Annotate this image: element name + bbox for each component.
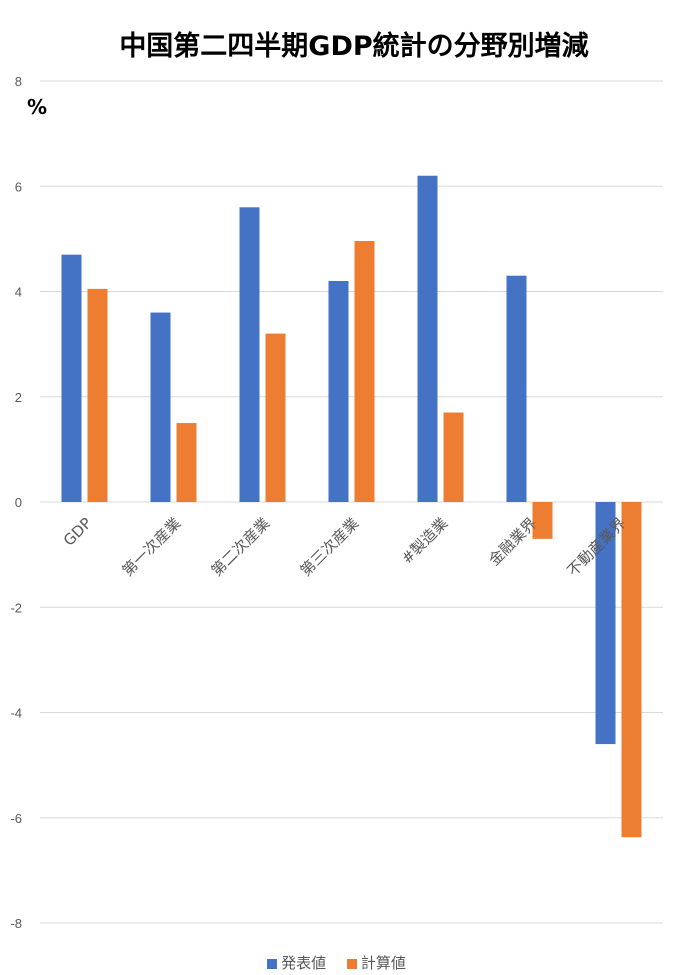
x-tick-label: 金融業界 — [485, 514, 540, 569]
y-tick-label: -6 — [10, 811, 22, 826]
legend-swatch — [346, 958, 357, 969]
bar-calculated — [265, 333, 286, 502]
y-tick-label: 4 — [15, 285, 22, 300]
x-tick-label: 第三次産業 — [297, 514, 363, 580]
legend-item-published: 発表値 — [267, 954, 326, 972]
bar-published — [595, 502, 616, 745]
legend-label: 発表値 — [281, 954, 327, 972]
y-tick-label: 6 — [15, 179, 22, 194]
y-tick-label: 8 — [15, 74, 22, 89]
bar-calculated — [176, 423, 197, 502]
y-tick-label: -2 — [10, 600, 22, 615]
bar-published — [328, 280, 349, 502]
bar-calculated — [443, 412, 464, 502]
y-tick-label: 0 — [15, 495, 22, 510]
y-tick-label: -4 — [10, 706, 22, 721]
bar-calculated — [354, 240, 375, 503]
legend-item-calculated: 計算値 — [346, 954, 406, 972]
chart-title: 中国第二四半期GDP統計の分野別増減 — [119, 31, 589, 62]
bar-published — [150, 312, 171, 502]
x-tick-label: #製造業 — [398, 514, 451, 567]
bar-published — [417, 175, 438, 502]
legend-label: 計算値 — [360, 954, 406, 972]
bar-calculated — [87, 288, 108, 502]
bar-calculated — [532, 502, 553, 539]
bar-calculated — [621, 502, 642, 838]
x-tick-label: GDP — [60, 514, 96, 550]
y-tick-label: 2 — [15, 390, 22, 405]
x-tick-label: 第二次産業 — [208, 514, 274, 580]
bar-published — [239, 207, 260, 503]
y-tick-label: -8 — [10, 916, 22, 931]
legend-swatch — [267, 958, 278, 969]
legend: 発表値 計算値 — [0, 952, 673, 973]
bar-published — [506, 275, 527, 502]
y-axis-unit-label: % — [27, 95, 48, 119]
bar-published — [61, 254, 82, 502]
x-tick-label: 第一次産業 — [119, 514, 185, 580]
